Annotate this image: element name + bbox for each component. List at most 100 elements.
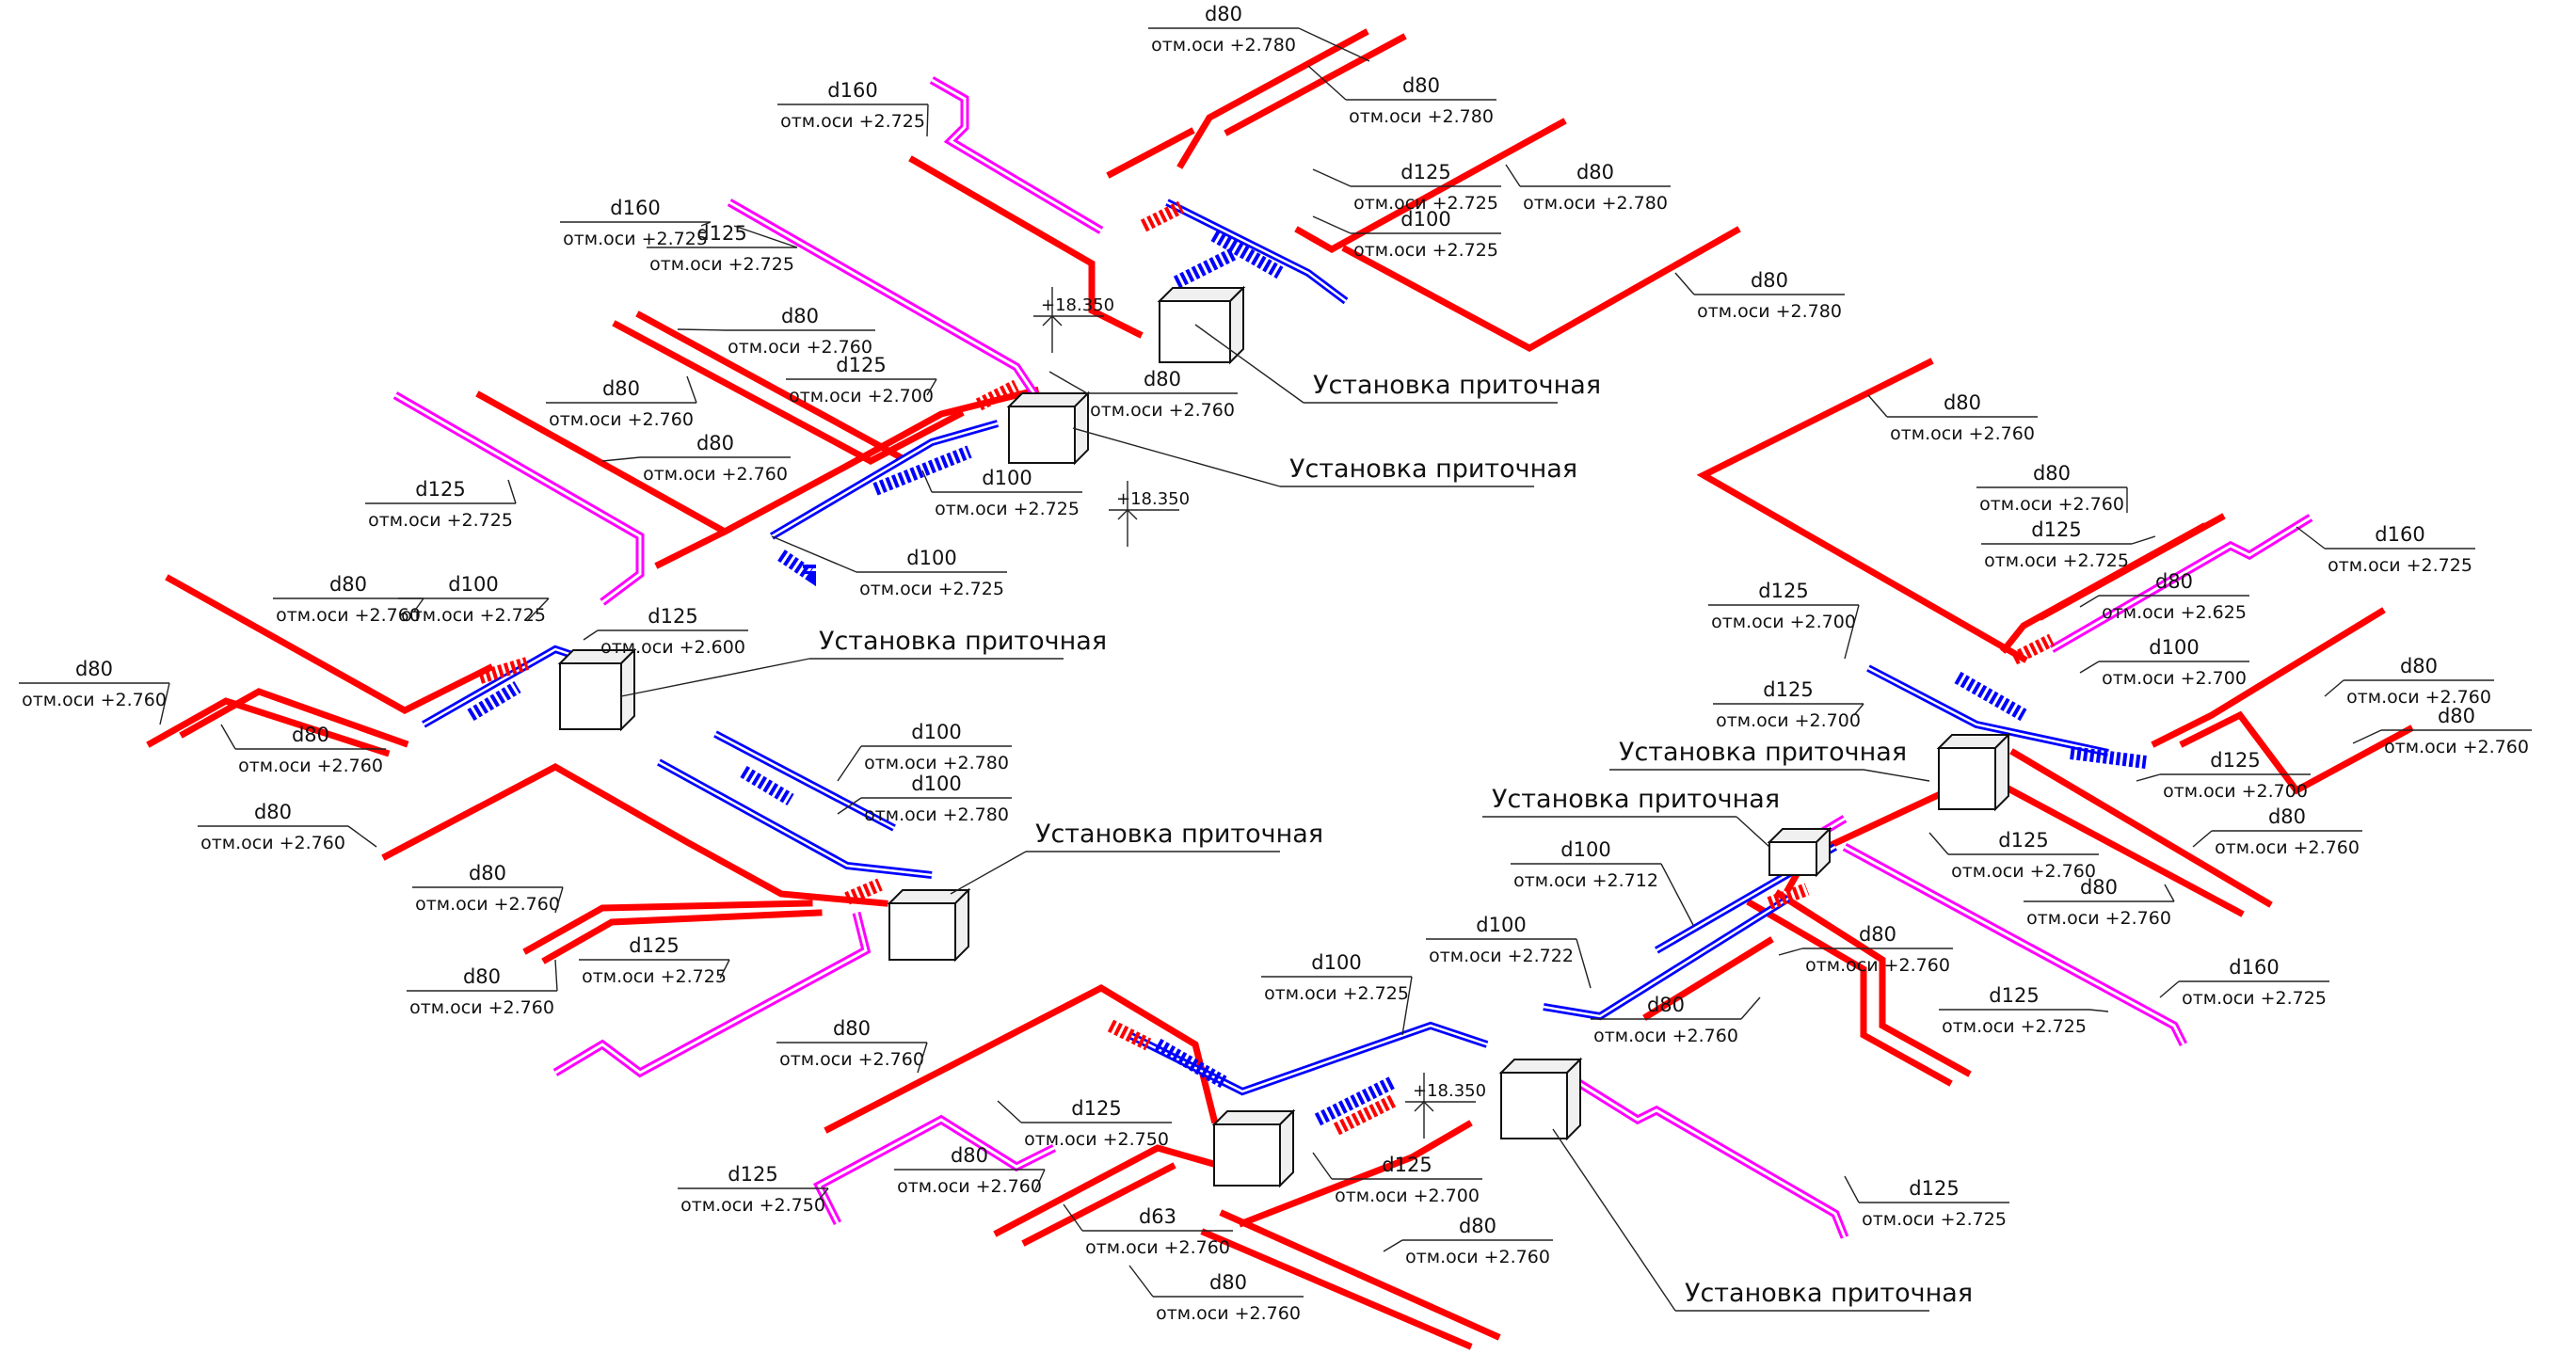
duct-elevation: отм.оси +2.700 — [1716, 710, 1861, 731]
duct-label: d80 отм.оси +2.625 — [2079, 570, 2249, 623]
duct-elevation: отм.оси +2.725 — [401, 605, 546, 626]
leader-line — [159, 682, 170, 725]
duct-diameter: d125 — [648, 605, 697, 628]
duct-diameter: d160 — [2229, 956, 2279, 979]
leader-line — [921, 470, 933, 493]
leader-line — [1072, 427, 1281, 487]
duct-diameter: d125 — [836, 354, 886, 376]
leader-line — [2131, 535, 2156, 545]
duct-elevation: отм.оси +2.725 — [1353, 193, 1498, 214]
air-handling-unit-box — [1767, 826, 1832, 878]
duct-elevation: отм.оси +2.760 — [1951, 861, 2096, 882]
duct-diameter: d80 — [1205, 3, 1242, 25]
duct-diameter: d125 — [1998, 829, 2048, 852]
leader-line — [1844, 604, 1860, 660]
duct-label: d80 отм.оси +2.760 — [677, 305, 875, 358]
duct-elevation: отм.оси +2.780 — [864, 753, 1009, 773]
unit-label-text: Установка приточная — [1035, 820, 1323, 849]
leader-line — [554, 959, 558, 992]
leader-line — [1660, 863, 1695, 928]
duct-diameter: d80 — [1402, 74, 1440, 97]
duct-label: d160 отм.оси +2.725 — [777, 79, 929, 137]
duct-elevation: отм.оси +2.760 — [1979, 494, 2124, 515]
duct-elevation: отм.оси +2.725 — [1353, 240, 1498, 261]
duct-label: d63 отм.оси +2.760 — [1063, 1203, 1233, 1258]
duct-elevation: отм.оси +2.760 — [1156, 1303, 1301, 1324]
duct-elevation: отм.оси +2.725 — [1862, 1209, 2007, 1230]
unit-label: Установка приточная — [620, 627, 1107, 697]
duct-label: d80 отм.оси +2.780 — [1505, 161, 1671, 214]
leader-line — [2164, 884, 2175, 902]
duct-elevation: отм.оси +2.722 — [1429, 946, 1574, 966]
air-handling-unit-box — [1006, 390, 1091, 466]
duct-elevation: отм.оси +2.625 — [2102, 602, 2247, 623]
duct-elevation: отм.оси +2.780 — [1151, 35, 1296, 56]
level-mark: +18.350 — [1109, 481, 1190, 547]
duct-diameter: d125 — [696, 222, 746, 245]
leader-line — [1298, 27, 1370, 62]
duct-label: d80 отм.оси +2.760 — [1867, 391, 2038, 444]
duct-elevation: отм.оси +2.725 — [1984, 550, 2129, 571]
duct-elevation: отм.оси +2.760 — [415, 894, 560, 915]
duct-diameter: d80 — [1859, 923, 1896, 946]
duct-diameter: d80 — [2438, 705, 2475, 727]
duct-label: d100 отм.оси +2.712 — [1511, 838, 1695, 928]
air-handling-unit-box — [557, 647, 637, 732]
leader-line — [1844, 1175, 1860, 1203]
duct-label: d80 отм.оси +2.760 — [2324, 655, 2494, 708]
duct-label: d125 отм.оси +2.725 — [365, 478, 517, 531]
duct-diameter: d100 — [448, 573, 498, 596]
leader-line — [1505, 164, 1521, 187]
duct-label: d80 отм.оси +2.780 — [1307, 65, 1496, 127]
duct-label: d100 отм.оси +2.725 — [921, 467, 1082, 519]
duct-label: d100 отм.оси +2.780 — [837, 721, 1012, 782]
leader-line — [2296, 526, 2326, 550]
leader-line — [997, 1100, 1022, 1123]
leader-line — [583, 629, 599, 641]
leader-line — [1312, 1152, 1333, 1180]
duct-label: d80 отм.оси +2.760 — [2024, 876, 2175, 929]
duct-elevation: отм.оси +2.750 — [680, 1195, 825, 1216]
duct-elevation: отм.оси +2.725 — [859, 579, 1004, 599]
exhaust-ducts-magenta — [392, 76, 2313, 1239]
duct-label: d80 отм.оси +2.760 — [1778, 923, 1953, 976]
level-arrow — [1117, 509, 1138, 520]
leader-line — [2136, 773, 2161, 782]
leader-line — [1034, 1169, 1046, 1191]
duct-diameter: d80 — [2033, 462, 2071, 485]
unit-label: Установка приточная — [1194, 324, 1601, 404]
duct-diameter: d125 — [2210, 749, 2260, 772]
duct-label: d80 отм.оси +2.760 — [1128, 1265, 1304, 1324]
duct-elevation: отм.оси +2.780 — [864, 804, 1009, 825]
leader-line — [2079, 595, 2100, 608]
duct-diameter: d125 — [1989, 984, 2039, 1007]
duct-diameter: d80 — [951, 1144, 988, 1167]
duct-diameter: d80 — [1647, 994, 1685, 1016]
duct-elevation: отм.оси +2.760 — [1593, 1026, 1738, 1046]
duct-diameter: d80 — [602, 377, 640, 400]
unit-label-text: Установка приточная — [1619, 738, 1907, 767]
unit-label: Установка приточная — [1482, 785, 1780, 848]
leader-line — [507, 479, 517, 504]
duct-diameter: d80 — [469, 862, 506, 884]
duct-elevation: отм.оси +2.750 — [1024, 1129, 1169, 1150]
duct-diameter: d100 — [1476, 914, 1526, 936]
duct-diameter: d80 — [329, 573, 367, 596]
duct-label: d80 отм.оси +2.760 — [601, 432, 791, 485]
level-marks: +18.350 +18.350 +18.350 — [1033, 287, 1486, 1139]
level-arrow — [1414, 1101, 1434, 1112]
duct-elevation: отм.оси +2.725 — [1264, 983, 1409, 1004]
unit-label-text: Установка приточная — [1685, 1279, 1973, 1308]
duct-diameter: d125 — [1909, 1177, 1959, 1200]
duct-diameter: d125 — [1758, 580, 1808, 602]
duct-label: d125 отм.оси +2.750 — [678, 1163, 829, 1216]
leader-line — [1552, 1128, 1676, 1312]
duct-elevation: отм.оси +2.700 — [2163, 781, 2308, 802]
duct-diameter: d125 — [1382, 1154, 1432, 1176]
leader-line — [700, 221, 712, 227]
air-handling-units — [557, 285, 2011, 1188]
duct-diameter: d100 — [2149, 636, 2199, 659]
duct-elevation: отм.оси +2.760 — [728, 337, 872, 358]
duct-elevation: отм.оси +2.725 — [2182, 988, 2327, 1009]
duct-elevation: отм.оси +2.760 — [2384, 737, 2529, 757]
